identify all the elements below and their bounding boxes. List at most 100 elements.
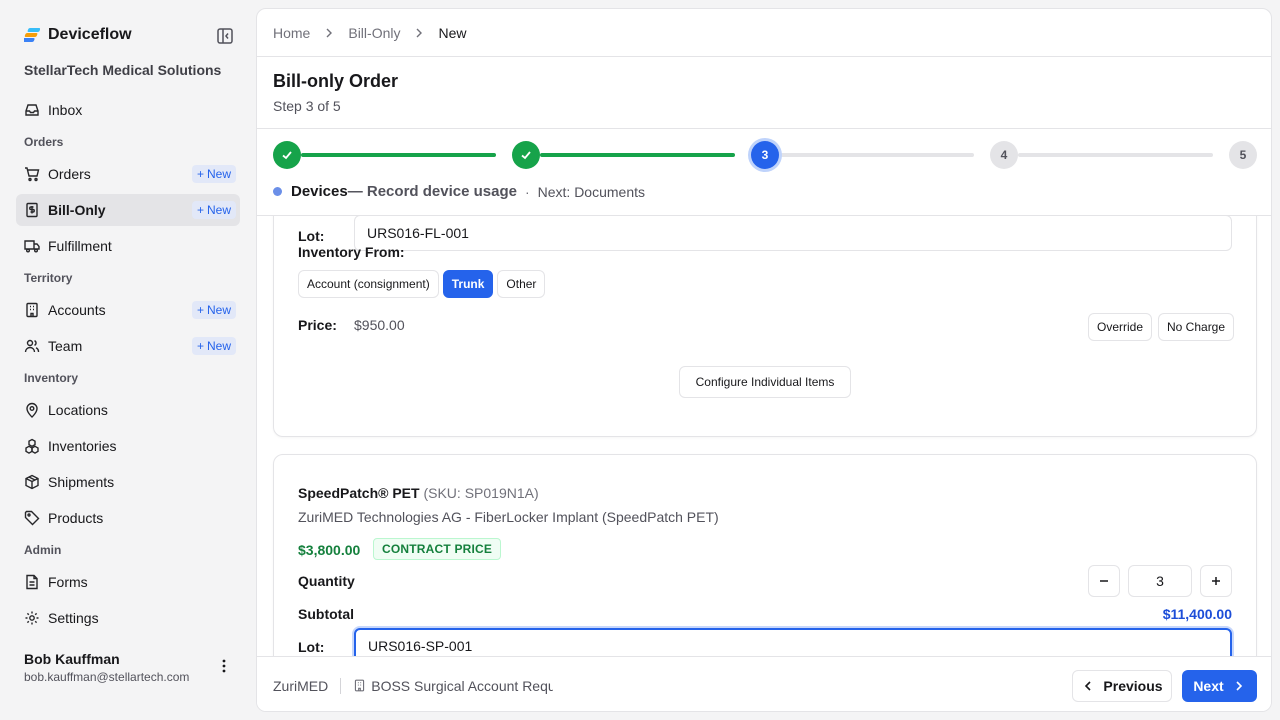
app-name: Deviceflow <box>48 26 132 43</box>
breadcrumb-bill-only[interactable]: Bill-Only <box>348 24 401 41</box>
no-charge-button[interactable]: No Charge <box>1158 313 1235 341</box>
page-title: Bill-only Order <box>273 71 399 91</box>
inventory-from-label: Inventory From: <box>298 244 405 260</box>
sidebar-item-label: Settings <box>48 610 99 626</box>
step-2[interactable] <box>512 141 540 169</box>
new-label: New <box>206 203 231 217</box>
sidebar-item-shipments[interactable]: Shipments <box>16 466 240 498</box>
subtotal-value: $11,400.00 <box>1162 606 1232 622</box>
plus-icon: + <box>196 339 204 353</box>
package-icon <box>25 474 39 490</box>
sidebar-item-label: Fulfillment <box>48 238 112 254</box>
user-profile: Bob Kauffman bob.kauffman@stellartech.co… <box>0 640 256 720</box>
sidebar-item-fulfillment[interactable]: Fulfillment <box>16 230 240 262</box>
lot-label: Lot: <box>298 639 325 655</box>
device-card: Lot: URS016-FL-001 Inventory From: Accou… <box>273 216 1257 437</box>
main-panel: Home Bill-Only New Bill-only Order Step … <box>256 8 1272 712</box>
building-icon <box>355 679 365 692</box>
inventory-option-consignment[interactable]: Account (consignment) <box>298 270 439 298</box>
previous-label: Previous <box>1103 678 1163 694</box>
product-sku: (SKU: SP019N1A) <box>423 485 539 501</box>
plus-icon: + <box>196 203 204 217</box>
order-context: ZuriMED BOSS Surgical Account Request <box>273 657 553 711</box>
step-5[interactable]: 5 <box>1229 141 1257 169</box>
nav-group-admin: Admin <box>24 543 62 557</box>
sidebar-collapse-icon[interactable] <box>216 27 234 45</box>
sidebar-item-products[interactable]: Products <box>16 502 240 534</box>
devices-list[interactable]: Lot: URS016-FL-001 Inventory From: Accou… <box>257 216 1271 656</box>
breadcrumb-home[interactable]: Home <box>273 24 311 41</box>
sidebar-item-label: Products <box>48 510 104 526</box>
check-icon <box>282 151 292 160</box>
footer-bar: ZuriMED BOSS Surgical Account Request Pr… <box>257 656 1271 711</box>
brand[interactable]: Deviceflow <box>24 26 132 44</box>
inventory-option-trunk[interactable]: Trunk <box>442 270 494 298</box>
configure-items-button[interactable]: Configure Individual Items <box>679 366 851 398</box>
sidebar-item-forms[interactable]: Forms <box>16 566 240 598</box>
chevron-right-icon <box>416 28 423 37</box>
quantity-input[interactable]: 3 <box>1128 565 1192 597</box>
quantity-increment-button[interactable] <box>1200 565 1232 597</box>
truck-icon <box>24 240 40 253</box>
step-name: Devices <box>291 183 348 200</box>
lot-input[interactable]: URS016-FL-001 <box>354 216 1232 251</box>
breadcrumb-current: New <box>438 24 467 41</box>
previous-button[interactable]: Previous <box>1072 670 1172 702</box>
device-card: SpeedPatch® PET (SKU: SP019N1A) ZuriMED … <box>273 454 1257 656</box>
breadcrumb: Home Bill-Only New <box>257 9 1271 57</box>
new-label: New <box>206 167 231 181</box>
sidebar-item-inbox[interactable]: Inbox <box>16 94 240 126</box>
sidebar-item-label: Inventories <box>48 438 117 454</box>
step-4[interactable]: 4 <box>990 141 1018 169</box>
plus-icon <box>1212 577 1220 585</box>
sidebar-item-accounts[interactable]: Accounts + New <box>16 294 240 326</box>
inventory-source-toggle: Account (consignment) Trunk Other <box>298 270 546 298</box>
new-bill-only-button[interactable]: + New <box>191 201 236 219</box>
divider <box>340 677 342 694</box>
price-label: Price: <box>298 317 337 333</box>
override-button[interactable]: Override <box>1088 313 1153 341</box>
inventory-option-other[interactable]: Other <box>497 270 546 298</box>
quantity-decrement-button[interactable] <box>1088 565 1120 597</box>
check-icon <box>521 151 531 160</box>
sidebar-item-inventories[interactable]: Inventories <box>16 430 240 462</box>
sidebar-item-settings[interactable]: Settings <box>16 602 240 634</box>
current-step-label: Devices — Record device usage · Next: Do… <box>273 183 645 200</box>
step-separator: · <box>524 183 530 200</box>
users-icon <box>24 339 40 353</box>
chevron-right-icon <box>1236 681 1242 691</box>
new-order-button[interactable]: + New <box>191 165 236 183</box>
sidebar-item-team[interactable]: Team + New <box>16 330 240 362</box>
lot-input[interactable]: URS016-SP-001 <box>354 628 1232 656</box>
product-name: SpeedPatch® PET (SKU: SP019N1A) <box>298 485 539 501</box>
sidebar-item-orders[interactable]: Orders + New <box>16 158 240 190</box>
more-vertical-icon[interactable] <box>216 658 232 674</box>
price-value: $950.00 <box>354 317 405 333</box>
sidebar-item-label: Locations <box>48 402 108 418</box>
step-1[interactable] <box>273 141 301 169</box>
vendor-name: ZuriMED <box>273 677 329 694</box>
sidebar-item-bill-only[interactable]: Bill-Only + New <box>16 194 240 226</box>
map-pin-icon <box>26 402 38 418</box>
plus-icon: + <box>196 167 204 181</box>
deviceflow-logo-icon <box>24 28 40 42</box>
step-connector-3 <box>779 153 974 157</box>
next-step-label: Next: Documents <box>537 183 645 200</box>
nav-group-orders: Orders <box>24 135 64 149</box>
sidebar-item-locations[interactable]: Locations <box>16 394 240 426</box>
sidebar-item-label: Inbox <box>48 102 83 118</box>
account-name: BOSS Surgical Account Request <box>371 677 553 694</box>
new-account-button[interactable]: + New <box>191 301 236 319</box>
next-button[interactable]: Next <box>1182 670 1257 702</box>
new-team-member-button[interactable]: + New <box>191 337 236 355</box>
step-3[interactable]: 3 <box>751 141 779 169</box>
sidebar-item-label: Shipments <box>48 474 115 490</box>
nav-group-inventory: Inventory <box>24 371 79 385</box>
sidebar-nav: Inbox Orders Orders + New Bill-Only + New … <box>16 94 240 640</box>
tag-icon <box>24 510 40 526</box>
chevron-left-icon <box>1085 681 1091 691</box>
user-name: Bob Kauffman <box>24 651 120 667</box>
sidebar-item-label: Bill-Only <box>48 202 106 218</box>
step-description: — Record device usage <box>347 183 517 200</box>
page-subtitle: Step 3 of 5 <box>273 98 341 114</box>
